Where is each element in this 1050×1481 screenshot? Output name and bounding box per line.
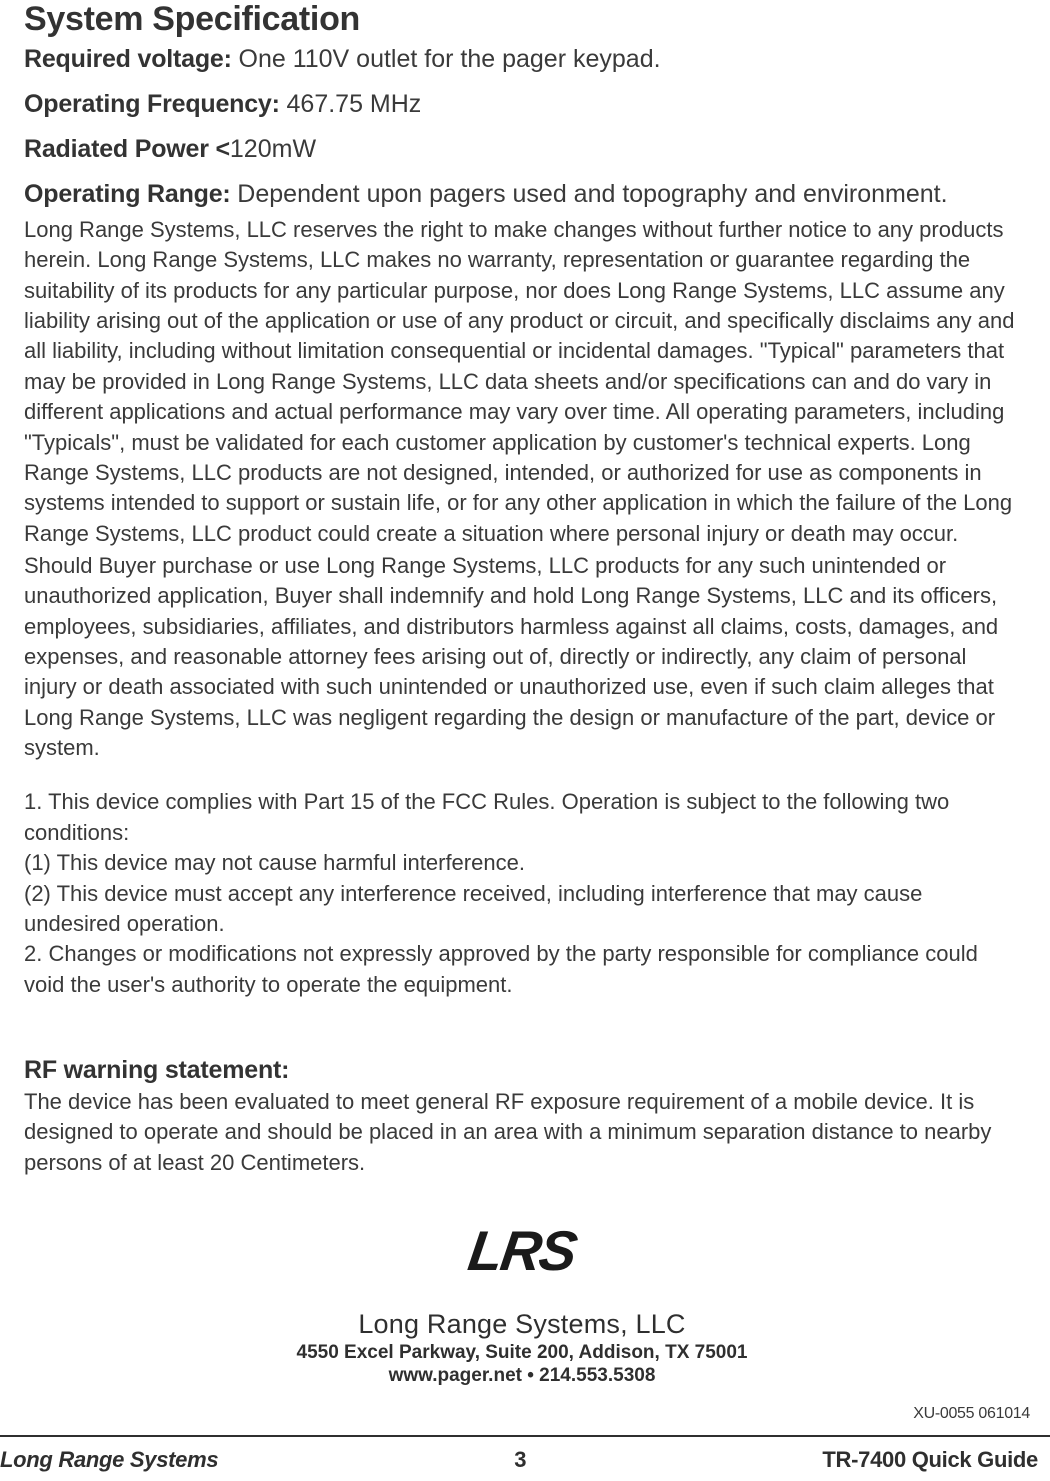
logo-text: LRS <box>464 1218 579 1283</box>
spec-range-label: Operating Range: <box>24 180 237 208</box>
spec-power: Radiated Power <120mW <box>24 135 1020 164</box>
spec-voltage-value: One 110V outlet for the pager keypad. <box>239 45 661 73</box>
spec-frequency: Operating Frequency: 467.75 MHz <box>24 90 1020 119</box>
rf-line-2: designed to operate and should be placed… <box>24 1117 1020 1178</box>
footer-left: Long Range Systems <box>0 1447 218 1473</box>
disclaimer-para-1: Long Range Systems, LLC reserves the rig… <box>24 215 1020 549</box>
spacer <box>24 765 1020 787</box>
company-name: Long Range Systems, LLC <box>24 1309 1020 1340</box>
disclaimer-para-2: Should Buyer purchase or use Long Range … <box>24 551 1020 764</box>
footer-right: TR-7400 Quick Guide <box>822 1447 1038 1473</box>
spec-voltage: Required voltage: One 110V outlet for th… <box>24 45 1020 74</box>
spec-frequency-value: 467.75 MHz <box>287 90 422 118</box>
spec-power-label: Radiated Power < <box>24 135 230 163</box>
spacer <box>24 1034 1020 1056</box>
section-title: System Specification <box>24 0 1020 39</box>
logo-block: LRS Long Range Systems, LLC 4550 Excel P… <box>24 1218 1020 1387</box>
document-code: XU-0055 061014 <box>913 1405 1030 1423</box>
spec-range-value: Dependent upon pagers used and topograph… <box>237 180 947 208</box>
document-page: System Specification Required voltage: O… <box>0 0 1050 1481</box>
rf-line-1: The device has been evaluated to meet ge… <box>24 1087 1020 1117</box>
fcc-line-3: (2) This device must accept any interfer… <box>24 879 1020 940</box>
spec-range: Operating Range: Dependent upon pagers u… <box>24 180 1020 209</box>
spec-voltage-label: Required voltage: <box>24 45 239 73</box>
footer-rule <box>0 1435 1050 1437</box>
spec-power-value: 120mW <box>230 135 316 163</box>
footer-page-number: 3 <box>514 1447 526 1473</box>
rf-heading: RF warning statement: <box>24 1056 1020 1085</box>
page-footer: Long Range Systems 3 TR-7400 Quick Guide <box>0 1447 1050 1473</box>
company-contact: www.pager.net • 214.553.5308 <box>24 1365 1020 1387</box>
spec-frequency-label: Operating Frequency: <box>24 90 287 118</box>
spacer <box>24 1000 1020 1034</box>
fcc-line-1: 1. This device complies with Part 15 of … <box>24 787 1020 848</box>
fcc-line-2: (1) This device may not cause harmful in… <box>24 848 1020 878</box>
company-address: 4550 Excel Parkway, Suite 200, Addison, … <box>24 1342 1020 1364</box>
fcc-line-4: 2. Changes or modifications not expressl… <box>24 939 1020 1000</box>
